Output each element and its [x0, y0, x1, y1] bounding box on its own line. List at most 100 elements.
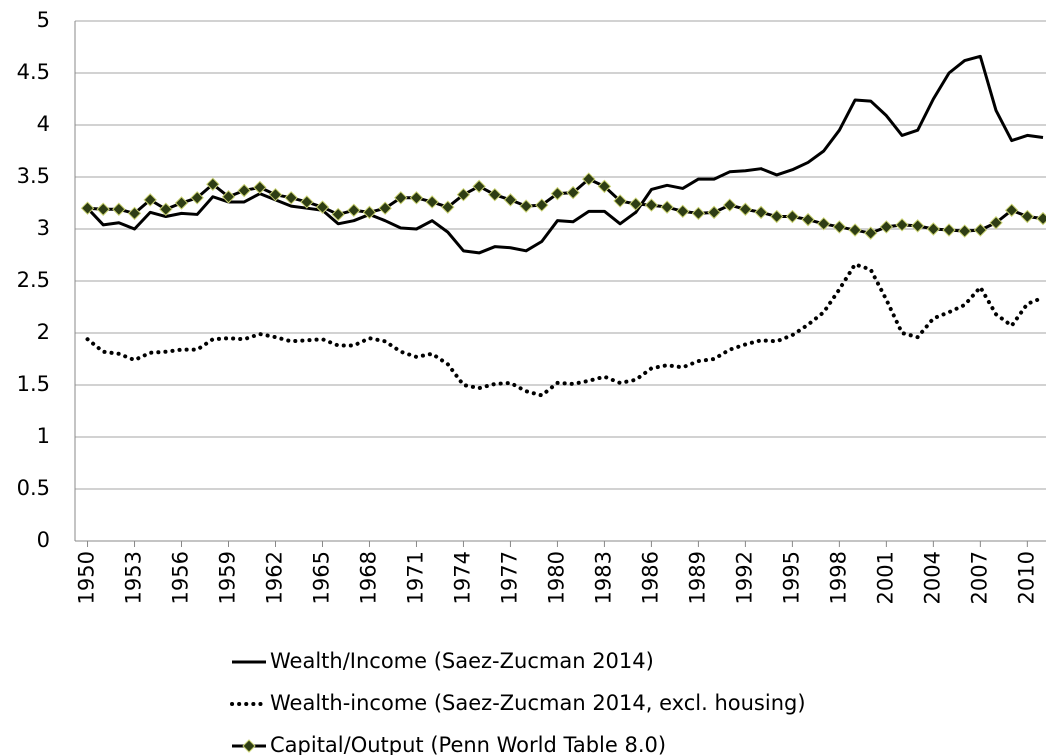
- y-tick-label: 4.5: [17, 60, 50, 84]
- data-marker: [268, 187, 283, 202]
- x-tick-label: 1962: [262, 551, 286, 604]
- data-marker: [174, 196, 189, 210]
- data-marker: [770, 209, 784, 224]
- data-marker: [456, 187, 471, 202]
- x-tick-label: 1950: [75, 551, 99, 604]
- legend-label: Wealth/Income (Saez-Zucman 2014): [270, 649, 654, 673]
- y-tick-label: 3.5: [17, 164, 50, 188]
- y-tick-label: 5: [37, 8, 50, 32]
- data-marker: [378, 201, 392, 215]
- data-marker: [597, 179, 612, 194]
- x-tick-label: 1953: [122, 551, 146, 604]
- x-tick-label: 1956: [169, 551, 193, 604]
- x-tick-label: 1977: [497, 551, 521, 604]
- data-marker: [644, 198, 659, 212]
- y-tick-label: 0.5: [17, 476, 50, 500]
- x-tick-label: 2010: [1014, 551, 1038, 604]
- y-tick-label: 1: [37, 424, 50, 448]
- data-marker: [660, 200, 674, 214]
- x-tick-label: 2001: [873, 551, 897, 604]
- x-tick-label: 1971: [403, 551, 427, 604]
- data-marker: [221, 190, 236, 204]
- data-marker: [535, 198, 549, 212]
- x-tick-label: 2004: [920, 551, 944, 604]
- legend-label: Capital/Output (Penn World Table 8.0): [270, 733, 666, 755]
- data-marker: [832, 220, 847, 234]
- x-tick-label: 1968: [356, 551, 380, 604]
- data-marker: [394, 191, 408, 205]
- data-marker: [942, 223, 956, 237]
- data-marker: [488, 187, 502, 202]
- data-marker: [425, 195, 439, 209]
- series-line: [85, 262, 1045, 398]
- data-marker: [362, 205, 377, 220]
- data-marker: [80, 201, 95, 215]
- y-tick-label: 2.5: [17, 268, 50, 292]
- x-tick-label: 1983: [591, 551, 615, 604]
- x-tick-label: 1986: [638, 551, 662, 604]
- x-tick-label: 1995: [779, 551, 803, 604]
- data-marker: [957, 224, 972, 238]
- data-marker: [441, 200, 455, 214]
- x-tick-label: 1959: [216, 551, 240, 604]
- data-marker: [785, 209, 800, 224]
- data-marker: [879, 220, 894, 234]
- x-tick-label: 1965: [309, 551, 333, 604]
- data-marker: [253, 180, 267, 195]
- data-marker: [503, 193, 518, 207]
- data-marker: [550, 186, 565, 201]
- data-marker: [300, 195, 314, 209]
- data-marker: [112, 202, 126, 216]
- data-marker: [206, 177, 220, 191]
- data-marker: [1020, 209, 1035, 224]
- data-marker: [237, 183, 251, 198]
- y-tick-label: 3: [37, 216, 50, 240]
- data-marker: [676, 204, 690, 219]
- data-marker: [127, 206, 142, 221]
- data-marker: [190, 191, 204, 205]
- x-tick-label: 1989: [685, 551, 709, 604]
- data-marker: [331, 207, 345, 222]
- x-tick-label: 2007: [967, 551, 991, 604]
- data-marker: [409, 191, 424, 205]
- data-marker: [817, 217, 831, 231]
- data-marker: [315, 200, 330, 214]
- data-marker: [926, 222, 941, 236]
- legend-marker: [242, 739, 256, 753]
- data-marker: [519, 199, 533, 213]
- y-tick-label: 4: [37, 112, 50, 136]
- data-marker: [989, 216, 1003, 230]
- y-tick-label: 1.5: [17, 372, 50, 396]
- data-marker: [1036, 211, 1046, 226]
- x-tick-label: 1980: [544, 551, 568, 604]
- data-marker: [582, 172, 596, 186]
- data-marker: [723, 198, 737, 212]
- data-marker: [707, 205, 721, 220]
- data-marker: [973, 223, 988, 237]
- data-marker: [895, 218, 909, 232]
- data-marker: [284, 191, 298, 205]
- legend-label: Wealth-income (Saez-Zucman 2014, excl. h…: [270, 691, 806, 715]
- data-marker: [848, 223, 862, 237]
- data-marker: [910, 219, 925, 233]
- data-marker: [566, 185, 580, 200]
- data-marker: [472, 179, 486, 194]
- data-marker: [347, 203, 361, 217]
- data-marker: [96, 202, 110, 216]
- data-marker: [691, 206, 706, 221]
- data-marker: [738, 202, 753, 216]
- x-tick-label: 1998: [826, 551, 850, 604]
- series-line: [86, 54, 1044, 255]
- y-tick-label: 2: [37, 320, 50, 344]
- x-tick-label: 1992: [732, 551, 756, 604]
- data-marker: [801, 212, 815, 227]
- x-tick-label: 1974: [450, 551, 474, 604]
- data-marker: [754, 205, 768, 220]
- data-marker: [863, 226, 878, 240]
- data-marker: [143, 193, 157, 207]
- data-marker: [613, 194, 627, 208]
- data-marker: [1004, 203, 1019, 217]
- data-marker: [629, 197, 643, 211]
- data-marker: [159, 202, 173, 216]
